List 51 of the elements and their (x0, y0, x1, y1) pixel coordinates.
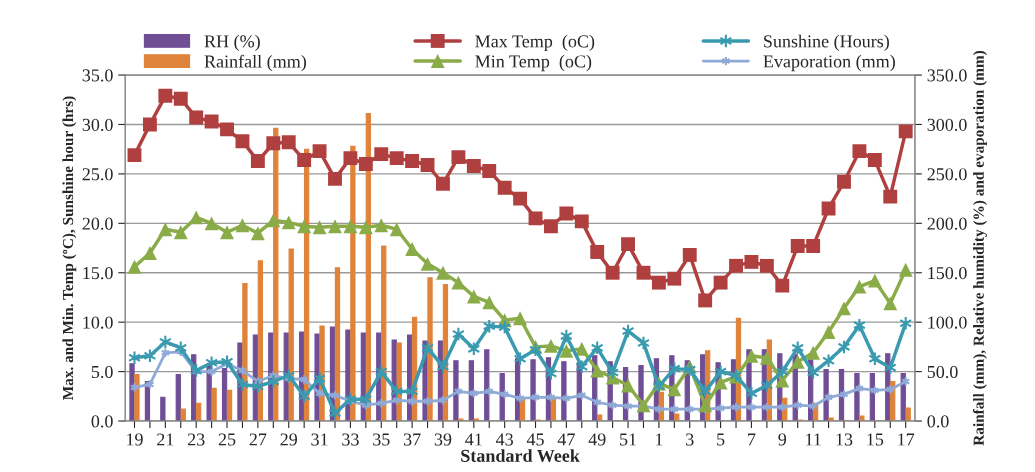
x-tick-label: 17 (898, 433, 915, 446)
y-tick-label: 0.0 (91, 415, 113, 428)
y2-tick-label: 50.0 (927, 365, 958, 379)
x-tick-label: 9 (778, 433, 787, 446)
y-tick-label: 25.0 (82, 168, 113, 181)
x-tick-label: 25 (218, 433, 236, 446)
x-tick-label: 3 (686, 433, 694, 446)
x-tick-label: 1 (655, 433, 663, 446)
y2-tick-label: 300.0 (927, 118, 967, 131)
x-tick-label: 41 (465, 433, 482, 446)
legend-label: Max Temp (oC) (475, 34, 595, 52)
legend-label: Min Temp (oC) (475, 54, 592, 72)
x-tick-label: 27 (249, 433, 267, 446)
legend-label: Sunshine (Hours) (764, 34, 889, 52)
x-tick-label: 39 (434, 433, 452, 446)
x-tick-label: 21 (157, 433, 174, 446)
y-tick-label: 10.0 (83, 316, 113, 329)
y2-tick-label: 350.0 (927, 69, 967, 82)
x-tick-label: 23 (187, 433, 205, 446)
x-tick-label: 13 (836, 433, 853, 446)
y2-axis-title: Rainfall (mm), Relative humidity (%) and evaporation (mm) (972, 50, 987, 446)
x-tick-label: 49 (588, 433, 606, 446)
y2-tick-label: 200.0 (927, 217, 967, 230)
x-tick-label: 37 (403, 433, 421, 446)
y-tick-label: 35.0 (82, 69, 113, 82)
x-tick-label: 19 (127, 433, 143, 446)
x-tick-label: 47 (557, 433, 575, 446)
y2-tick-label: 100.0 (928, 316, 967, 329)
x-tick-label: 51 (620, 433, 636, 446)
y-tick-label: 15.0 (83, 267, 113, 280)
y2-tick-label: 150.0 (928, 267, 967, 280)
x-tick-label: 35 (373, 433, 390, 446)
y-tick-label: 30.0 (82, 118, 113, 131)
legend-label: RH (%) (204, 34, 260, 52)
x-tick-label: 43 (495, 433, 513, 446)
x-axis-title: Standard Week (461, 449, 580, 463)
x-tick-label: 5 (717, 433, 725, 446)
x-tick-label: 31 (311, 433, 328, 446)
y2-tick-label: 250.0 (927, 168, 967, 181)
x-tick-label: 11 (806, 433, 821, 446)
y-tick-label: 5.0 (91, 365, 113, 379)
legend-label: Evaporation (mm) (763, 54, 895, 72)
x-tick-label: 33 (342, 433, 359, 446)
legend-label: Rainfall (mm) (204, 54, 306, 72)
x-tick-label: 7 (748, 433, 756, 446)
x-tick-label: 29 (280, 433, 298, 446)
y2-tick-label: 0.0 (927, 415, 949, 428)
y-axis-title: Max. and Min. Temp (ºC), Sunshine hour (hrs) (62, 96, 77, 401)
x-tick-label: 15 (867, 433, 884, 446)
y-tick-label: 20.0 (82, 217, 113, 230)
x-tick-label: 45 (526, 433, 544, 446)
